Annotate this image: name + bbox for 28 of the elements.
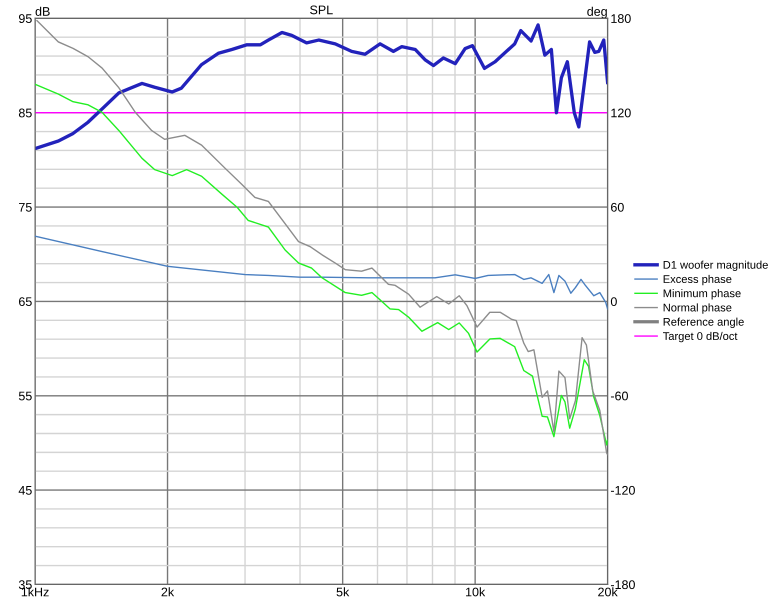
y2-tick-label: 120 bbox=[611, 108, 631, 118]
y2-tick-label: -60 bbox=[610, 392, 628, 400]
x-tick-label: 1kHz bbox=[22, 587, 49, 596]
legend-label: Normal phase bbox=[664, 303, 732, 314]
legend-label: Reference angle bbox=[664, 318, 744, 328]
legend-label: D1 woofer magnitude bbox=[664, 260, 768, 271]
y-tick-label: 35 bbox=[18, 580, 32, 590]
legend-label: Target 0 dB/oct bbox=[662, 332, 738, 342]
y2-tick-label: -120 bbox=[610, 486, 635, 495]
x-tick-label: 5k bbox=[336, 587, 350, 596]
y-tick-label: 85 bbox=[18, 108, 32, 118]
y2-tick-label: 180 bbox=[611, 14, 631, 24]
y-tick-label: 95 bbox=[18, 14, 32, 24]
legend-label: Excess phase bbox=[664, 274, 732, 286]
y-tick-label: 45 bbox=[18, 486, 32, 495]
y-tick-label: 75 bbox=[19, 202, 32, 212]
x-tick-label: 10k bbox=[466, 587, 486, 596]
x-tick-label: 20k bbox=[598, 587, 618, 596]
legend-label: Minimum phase bbox=[664, 289, 741, 300]
y2-tick-label: 60 bbox=[611, 202, 624, 212]
y-tick-label: 65 bbox=[19, 297, 32, 306]
y2-axis-title: deg bbox=[587, 6, 607, 18]
chart-title: SPL bbox=[310, 5, 333, 14]
x-tick-label: 2k bbox=[162, 587, 174, 596]
y-tick-label: 55 bbox=[18, 392, 32, 400]
y-axis-title: dB bbox=[36, 6, 50, 16]
y2-tick-label: 0 bbox=[610, 297, 617, 306]
y2-tick-label: -180 bbox=[610, 580, 635, 590]
